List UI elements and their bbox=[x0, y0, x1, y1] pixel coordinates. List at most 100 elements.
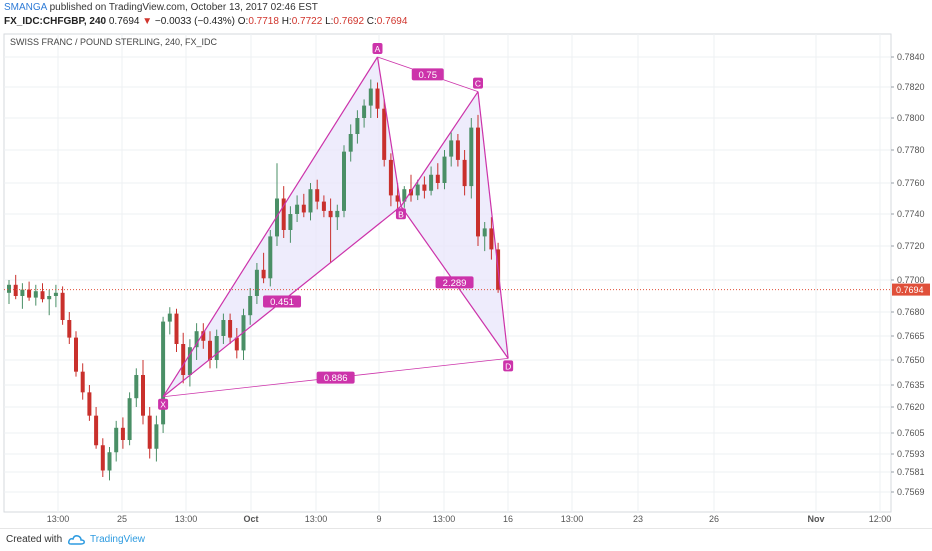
candle-body bbox=[395, 195, 400, 202]
pattern-point-box[interactable] bbox=[503, 360, 514, 372]
high-value: 0.7722 bbox=[291, 16, 323, 27]
publish-info: SMANGA published on TradingView.com, Oct… bbox=[4, 2, 318, 13]
y-tick-label: 0.7740 bbox=[897, 209, 925, 219]
last-price-tag bbox=[892, 283, 930, 296]
x-tick-label: 23 bbox=[633, 514, 643, 524]
author-link[interactable]: SMANGA bbox=[4, 2, 47, 13]
price-chart[interactable]: 0.7840 0.7820 0.7800 0.7780 0.7760 0.7740 0.77… bbox=[0, 30, 932, 528]
chart-title: SWISS FRANC / POUND STERLING, 240, FX_ID… bbox=[10, 37, 218, 47]
y-tick-label: 0.7760 bbox=[897, 178, 925, 188]
candle-body bbox=[87, 392, 92, 416]
candle-body bbox=[382, 108, 387, 160]
y-tick-label: 0.7820 bbox=[897, 82, 925, 92]
candle-body bbox=[402, 189, 407, 202]
candle-body bbox=[154, 424, 159, 449]
candle-body bbox=[449, 140, 454, 157]
pattern-point-box[interactable] bbox=[158, 398, 169, 410]
pattern-point-box[interactable] bbox=[395, 208, 406, 220]
candle-body bbox=[476, 127, 480, 237]
down-arrow-icon: ▼ bbox=[142, 16, 153, 27]
candle-body bbox=[107, 452, 112, 471]
candle-body bbox=[275, 198, 279, 237]
candle-body bbox=[442, 156, 447, 183]
x-tick-label: 13:00 bbox=[175, 514, 198, 524]
candle-body bbox=[33, 291, 38, 298]
footer: Created with TradingView bbox=[0, 528, 932, 551]
candle-body bbox=[74, 337, 78, 372]
x-tick-label: 13:00 bbox=[47, 514, 70, 524]
low-label: L: bbox=[325, 16, 334, 27]
candle-body bbox=[288, 214, 293, 230]
candle-body bbox=[355, 118, 360, 134]
candle-body bbox=[147, 415, 152, 449]
candle-body bbox=[234, 337, 239, 351]
pattern-edge-xa[interactable] bbox=[162, 56, 379, 398]
pattern-edge-ab[interactable] bbox=[376, 56, 402, 207]
candle-body bbox=[388, 159, 393, 196]
candle-body bbox=[7, 284, 11, 293]
candle-body bbox=[348, 134, 353, 152]
last-price-tag-label: 0.7694 bbox=[896, 285, 924, 295]
candle-body bbox=[489, 228, 494, 250]
candle-body bbox=[174, 313, 179, 344]
candle-body bbox=[120, 427, 125, 440]
candle-body bbox=[221, 320, 226, 336]
pattern-point-label: D bbox=[505, 361, 511, 371]
pattern-edge-cd[interactable] bbox=[477, 91, 509, 359]
ratio-label: 0.451 bbox=[270, 297, 294, 308]
candle-body bbox=[308, 189, 313, 213]
candle-body bbox=[161, 321, 166, 425]
pattern-point-box[interactable] bbox=[372, 43, 383, 54]
candle-body bbox=[375, 88, 380, 109]
y-tick-label: 0.7780 bbox=[897, 145, 925, 155]
symbol-label: FX_IDC:CHFGBP, 240 bbox=[4, 16, 107, 27]
published-text: published on TradingView.com, October 13… bbox=[46, 2, 318, 13]
candle-body bbox=[27, 289, 32, 298]
candle-body bbox=[422, 184, 427, 191]
candle-body bbox=[362, 105, 367, 118]
price-change: −0.0033 (−0.43%) bbox=[154, 16, 235, 27]
candle-body bbox=[208, 340, 212, 360]
candle-body bbox=[321, 201, 326, 211]
y-tick-label: 0.7569 bbox=[897, 487, 925, 497]
candle-body bbox=[134, 375, 139, 399]
low-value: 0.7692 bbox=[333, 16, 365, 27]
y-tick-label: 0.7720 bbox=[897, 241, 925, 251]
candle-body bbox=[435, 174, 440, 183]
pattern-point-box[interactable] bbox=[473, 77, 483, 89]
x-tick-label: 9 bbox=[376, 514, 381, 524]
candle-body bbox=[60, 292, 65, 320]
candle-body bbox=[100, 445, 105, 471]
y-tick-label: 0.7581 bbox=[897, 467, 925, 477]
x-tick-label: Oct bbox=[243, 514, 258, 524]
candle-body bbox=[67, 320, 72, 338]
open-label: O: bbox=[237, 16, 249, 27]
pattern-bcd-fill bbox=[400, 91, 509, 359]
ratio-label: 0.886 bbox=[324, 373, 348, 384]
open-value: 0.7718 bbox=[248, 16, 279, 27]
x-tick-label: 26 bbox=[709, 514, 719, 524]
pattern-edge-bc[interactable] bbox=[400, 91, 479, 207]
candle-body bbox=[127, 398, 132, 440]
x-tick-label: 13:00 bbox=[433, 514, 456, 524]
candle-body bbox=[94, 415, 99, 446]
candle-body bbox=[53, 292, 58, 296]
ratio-label-box bbox=[263, 295, 302, 308]
pattern-point-label: B bbox=[398, 209, 404, 219]
x-tick-label: 13:00 bbox=[561, 514, 584, 524]
pattern-point-label: C bbox=[475, 79, 481, 89]
candle-body bbox=[40, 291, 45, 300]
y-tick-label: 0.7700 bbox=[897, 275, 925, 285]
candle-body bbox=[114, 427, 119, 453]
candle-body bbox=[342, 151, 346, 211]
candle-body bbox=[228, 320, 233, 338]
y-tick-label: 0.7635 bbox=[897, 380, 925, 390]
tradingview-logo[interactable]: TradingView bbox=[90, 534, 146, 545]
y-tick-label: 0.7840 bbox=[897, 52, 925, 62]
candle-body bbox=[80, 371, 85, 393]
candle-body bbox=[268, 236, 273, 279]
ratio-label: 2.289 bbox=[443, 278, 467, 289]
candle-body bbox=[281, 198, 286, 230]
cloud-icon bbox=[68, 535, 85, 545]
x-tick-label: 25 bbox=[117, 514, 127, 524]
